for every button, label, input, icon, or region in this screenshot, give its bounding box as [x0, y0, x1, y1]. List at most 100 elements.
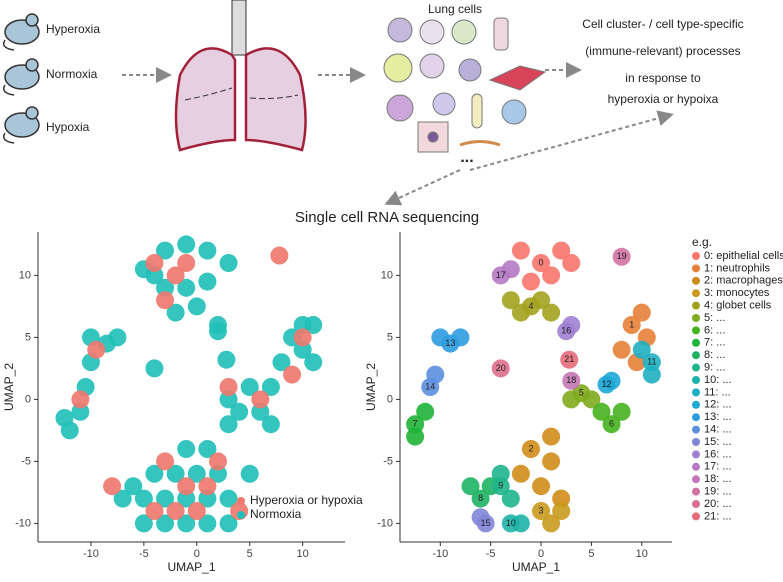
legend-swatch	[692, 326, 700, 335]
point	[552, 502, 571, 520]
cluster-label: 19	[617, 251, 627, 261]
arrow	[384, 169, 461, 206]
y-tick-label: 10	[19, 269, 31, 281]
legend-title: e.g.	[692, 235, 712, 249]
legend-swatch	[692, 450, 700, 459]
cluster-label: 10	[506, 518, 516, 528]
cluster-label: 21	[564, 354, 574, 364]
cluster-label: 16	[561, 326, 571, 336]
point	[251, 390, 270, 409]
point	[198, 440, 217, 458]
x-tick-label: -10	[432, 548, 448, 560]
cluster-label: 3	[539, 505, 544, 515]
point	[230, 402, 249, 421]
legend-label: 2: macrophages	[704, 275, 783, 287]
cluster-label: 1	[629, 319, 634, 329]
point	[293, 340, 312, 359]
point	[426, 365, 445, 384]
point	[177, 235, 196, 254]
point	[166, 303, 185, 322]
x-tick-label: 5	[588, 548, 594, 560]
point	[532, 502, 551, 520]
y-axis-label: UMAP_2	[2, 363, 16, 411]
point	[187, 502, 206, 520]
legend-label: 16: ...	[704, 448, 732, 460]
point	[166, 502, 185, 520]
cells	[383, 17, 547, 153]
point	[542, 452, 561, 471]
x-axis-label: UMAP_1	[512, 560, 560, 574]
y-tick-label: -5	[21, 455, 31, 467]
legend-swatch	[692, 438, 700, 446]
point	[416, 402, 435, 421]
legend-swatch	[692, 351, 700, 360]
point	[87, 340, 106, 359]
legend-label: 8: ...	[704, 349, 725, 361]
point	[592, 402, 611, 421]
legend-label: 11: ...	[704, 386, 731, 398]
legend-swatch	[692, 252, 700, 260]
legend-label: 18: ...	[704, 473, 732, 485]
point	[145, 502, 164, 520]
cluster-label: 15	[481, 518, 491, 528]
point	[582, 390, 601, 409]
legend-swatch	[692, 388, 700, 397]
condition: Normoxia	[46, 67, 98, 81]
legend-label: 4: globet cells	[704, 300, 772, 312]
y-tick-label: 10	[381, 269, 393, 281]
legend-label: 1: neutrophils	[704, 262, 771, 274]
legend-label: 17: ...	[704, 461, 732, 473]
x-tick-label: -5	[486, 548, 496, 560]
legend-label: 12: ...	[704, 399, 732, 411]
point	[632, 303, 651, 322]
legend-swatch	[692, 400, 700, 409]
point	[521, 440, 540, 458]
legend-swatch	[692, 500, 700, 508]
y-tick-label: 0	[25, 393, 31, 405]
legend-swatch	[692, 475, 700, 484]
cluster-label: 0	[539, 257, 544, 267]
point	[501, 291, 520, 310]
y-tick-label: 5	[387, 331, 393, 343]
point	[642, 365, 661, 384]
point	[511, 464, 530, 483]
point	[272, 353, 291, 372]
point	[532, 291, 551, 310]
point	[219, 390, 238, 409]
cluster-label: 7	[413, 419, 418, 429]
condition: Hypoxia	[46, 120, 90, 134]
point	[406, 427, 425, 446]
point	[145, 464, 164, 483]
point	[532, 477, 551, 496]
cluster-label: 11	[647, 357, 656, 367]
legend-swatch	[692, 425, 700, 434]
point	[562, 371, 581, 390]
point	[145, 359, 164, 378]
legend-label: 13: ...	[704, 411, 732, 423]
cluster-label: 9	[498, 481, 503, 491]
process-text: hyperoxia or hypoixa	[608, 92, 719, 106]
point	[562, 390, 581, 409]
point	[270, 246, 289, 265]
point	[491, 477, 510, 496]
legend-swatch	[692, 376, 700, 384]
y-tick-label: -5	[383, 455, 393, 467]
point	[261, 378, 280, 396]
y-tick-label: 5	[25, 331, 31, 343]
cluster-label: 13	[445, 338, 455, 348]
point	[501, 260, 520, 279]
legend-swatch	[692, 264, 700, 273]
point	[156, 241, 175, 260]
point	[532, 254, 551, 272]
point	[198, 241, 217, 260]
legend-swatch	[692, 512, 700, 521]
legend-label: 6: ...	[704, 324, 725, 336]
x-tick-label: 10	[297, 548, 309, 560]
cluster-label: 2	[528, 443, 533, 453]
y-tick-label: -10	[377, 517, 393, 529]
point	[240, 378, 259, 396]
process-text: (immune-relevant) processes	[585, 44, 740, 58]
legend-label: 19: ...	[704, 486, 732, 498]
x-tick-label: 10	[636, 548, 648, 560]
point	[560, 350, 579, 369]
